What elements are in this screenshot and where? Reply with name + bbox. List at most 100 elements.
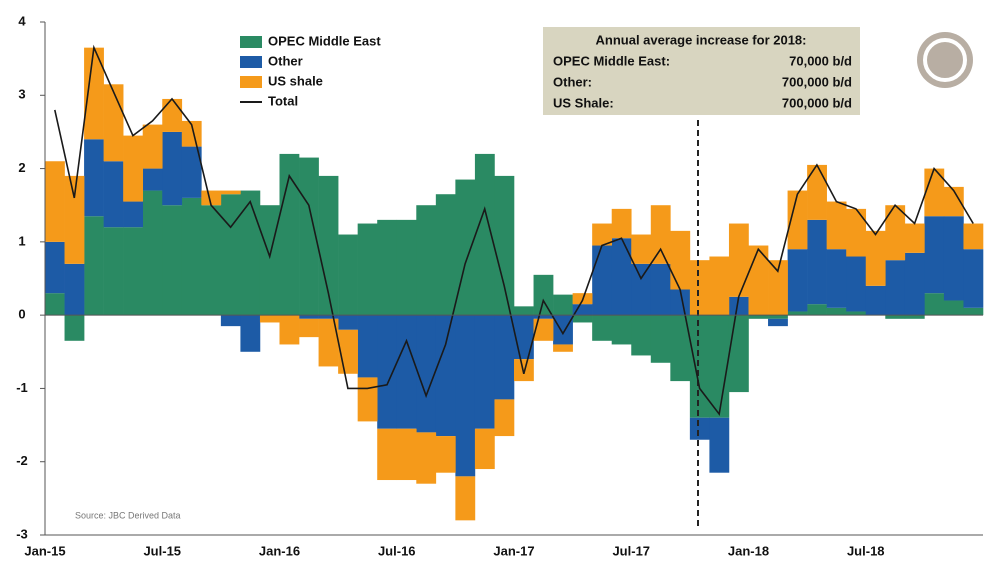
- y-tick-label: 0: [18, 307, 25, 322]
- bar-segment: [435, 436, 456, 473]
- bar-segment: [455, 315, 476, 477]
- bar-segment: [201, 190, 222, 206]
- bar-segment: [728, 315, 749, 393]
- x-tick-label: Jul-15: [143, 543, 181, 558]
- bar-segment: [748, 315, 769, 319]
- bar-segment: [494, 315, 515, 400]
- bar-segment: [846, 311, 867, 316]
- bar-segment: [240, 190, 261, 316]
- bar-segment: [416, 315, 437, 433]
- bar-segment: [689, 260, 710, 316]
- bar-segment: [846, 256, 867, 312]
- bar-segment: [826, 249, 847, 308]
- x-tick-label: Jul-16: [378, 543, 416, 558]
- bar-segment: [826, 307, 847, 316]
- bar-segment: [123, 227, 144, 316]
- bar-segment: [611, 315, 632, 345]
- bar-segment: [64, 175, 85, 264]
- bar-segment: [553, 344, 573, 352]
- annotation-title: Annual average increase for 2018:: [596, 32, 807, 47]
- bar-segment: [650, 205, 671, 264]
- bar-segment: [611, 238, 632, 316]
- legend-swatch: [240, 36, 262, 48]
- bar-segment: [396, 315, 417, 429]
- bar-segment: [103, 227, 124, 316]
- bar-segment: [396, 428, 417, 481]
- bar-segment: [514, 359, 534, 382]
- bar-segment: [474, 315, 495, 429]
- bar-segment: [103, 84, 124, 162]
- bar-segment: [924, 216, 945, 294]
- bar-segment: [533, 318, 554, 341]
- bar-segment: [357, 377, 378, 422]
- annotation-value: 700,000 b/d: [782, 95, 852, 110]
- bar-segment: [963, 249, 984, 308]
- bar-segment: [259, 205, 280, 316]
- bar-segment: [357, 223, 378, 316]
- bar-segment: [807, 304, 827, 316]
- bar-segment: [631, 234, 652, 264]
- bar-segment: [533, 315, 554, 319]
- bar-segment: [826, 201, 847, 250]
- bar-segment: [768, 315, 788, 319]
- bar-segment: [572, 315, 593, 323]
- bar-segment: [45, 161, 65, 242]
- x-tick-label: Jul-17: [612, 543, 650, 558]
- bar-segment: [377, 219, 398, 316]
- bar-segment: [279, 315, 300, 345]
- bar-segment: [142, 190, 163, 316]
- bar-segment: [299, 318, 319, 338]
- bar-segment: [865, 285, 886, 316]
- x-tick-label: Jan-18: [728, 543, 769, 558]
- x-tick-label: Jan-17: [493, 543, 534, 558]
- bar-segment: [885, 205, 906, 261]
- bars: [45, 47, 984, 521]
- bar-segment: [416, 432, 437, 484]
- bar-segment: [963, 307, 984, 316]
- bar-segment: [45, 241, 65, 294]
- bar-segment: [748, 245, 769, 316]
- annotation-label: US Shale:: [553, 95, 614, 110]
- bar-segment: [142, 124, 163, 169]
- y-tick-label: 4: [18, 13, 26, 28]
- bar-segment: [943, 186, 964, 217]
- bar-segment: [592, 245, 613, 316]
- bar-segment: [904, 252, 925, 316]
- bar-segment: [64, 315, 85, 341]
- bar-segment: [592, 223, 613, 246]
- bar-segment: [435, 315, 456, 437]
- legend-label: OPEC Middle East: [268, 33, 381, 48]
- bar-segment: [807, 219, 827, 305]
- bar-segment: [338, 315, 358, 330]
- bar-segment: [670, 289, 691, 316]
- annotation-box: [543, 27, 860, 115]
- bar-segment: [338, 234, 358, 316]
- bar-segment: [514, 306, 534, 316]
- bar-segment: [377, 428, 398, 481]
- bar-segment: [924, 293, 945, 316]
- x-tick-label: Jan-15: [24, 543, 65, 558]
- bar-segment: [220, 190, 241, 195]
- bar-segment: [631, 263, 652, 316]
- bar-segment: [84, 216, 104, 316]
- bar-segment: [123, 135, 144, 202]
- bar-segment: [650, 315, 671, 363]
- bar-segment: [181, 120, 202, 147]
- bar-segment: [650, 263, 671, 316]
- bar-segment: [865, 230, 886, 286]
- bar-segment: [709, 256, 730, 316]
- bar-segment: [299, 315, 319, 319]
- bar-segment: [142, 168, 163, 191]
- bar-segment: [670, 230, 691, 290]
- bar-segment: [904, 223, 925, 253]
- bar-segment: [787, 311, 808, 316]
- bar-segment: [885, 315, 906, 319]
- bar-segment: [357, 315, 378, 378]
- bar-segment: [572, 304, 593, 316]
- bar-segment: [259, 315, 280, 323]
- bar-segment: [943, 300, 964, 316]
- annotation-value: 700,000 b/d: [782, 74, 852, 89]
- bar-segment: [689, 315, 710, 418]
- bar-segment: [689, 417, 710, 440]
- source-note: Source: JBC Derived Data: [75, 510, 181, 520]
